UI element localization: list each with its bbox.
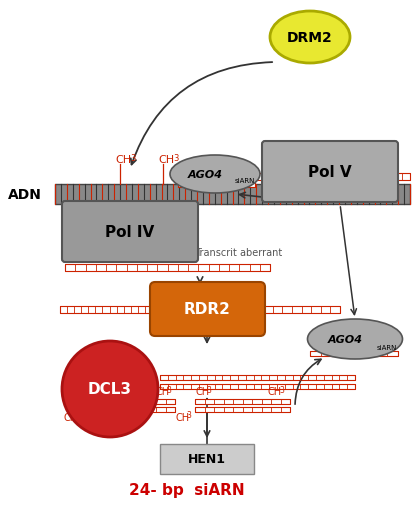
Text: 3: 3 — [186, 410, 191, 419]
Text: 3: 3 — [166, 385, 171, 394]
Text: Pol IV: Pol IV — [105, 224, 154, 240]
Text: CH: CH — [175, 412, 189, 422]
Text: 3: 3 — [130, 154, 135, 163]
Ellipse shape — [170, 156, 260, 193]
Bar — [60, 306, 152, 313]
Bar — [65, 264, 270, 271]
Bar — [160, 384, 355, 389]
FancyBboxPatch shape — [262, 142, 398, 203]
Bar — [55, 185, 410, 205]
Text: 3: 3 — [206, 385, 211, 394]
Text: DRM2: DRM2 — [287, 31, 333, 45]
Ellipse shape — [270, 12, 350, 64]
Text: siARN: siARN — [235, 178, 255, 184]
Text: Pol V: Pol V — [308, 165, 352, 180]
Text: CH: CH — [63, 412, 77, 422]
Ellipse shape — [308, 319, 403, 359]
Text: 3: 3 — [173, 154, 178, 163]
Text: CH: CH — [268, 386, 282, 396]
Text: 3: 3 — [279, 385, 284, 394]
Text: CH: CH — [80, 386, 94, 396]
Text: RDR2: RDR2 — [184, 302, 231, 317]
Text: AGO4: AGO4 — [328, 334, 363, 344]
Bar — [80, 399, 175, 404]
Bar — [178, 182, 255, 187]
Text: 3: 3 — [91, 385, 96, 394]
Text: HEN1: HEN1 — [188, 453, 226, 466]
Text: CH: CH — [195, 386, 209, 396]
Text: siARN: siARN — [377, 344, 397, 350]
Bar — [80, 407, 175, 412]
Bar — [195, 407, 290, 412]
Bar — [195, 399, 290, 404]
FancyBboxPatch shape — [62, 202, 198, 263]
Text: Transcrit aberrant: Transcrit aberrant — [195, 247, 282, 258]
Text: CH: CH — [155, 386, 169, 396]
Text: AGO4: AGO4 — [188, 169, 223, 180]
Text: ADN: ADN — [8, 188, 42, 202]
Text: 24- bp  siARN: 24- bp siARN — [129, 482, 244, 497]
Bar — [175, 173, 410, 180]
Text: 3: 3 — [74, 410, 79, 419]
Text: CH: CH — [158, 155, 174, 165]
Bar — [263, 306, 340, 313]
Circle shape — [62, 342, 158, 437]
Text: DCL3: DCL3 — [88, 382, 132, 397]
Text: CH: CH — [115, 155, 131, 165]
Bar — [160, 375, 355, 380]
Bar — [310, 351, 398, 356]
FancyBboxPatch shape — [160, 444, 254, 474]
FancyBboxPatch shape — [150, 282, 265, 336]
